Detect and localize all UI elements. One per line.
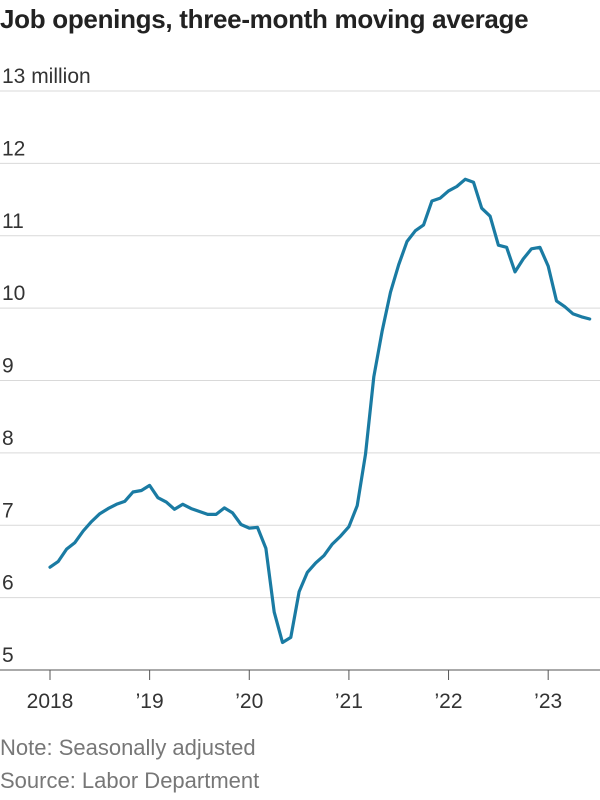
series-layer — [48, 177, 592, 645]
y-tick-label: 12 — [2, 137, 25, 160]
y-axis-ticks: 5 6 7 8 9 10 11 12 13 million — [2, 65, 91, 667]
note-text: Note: Seasonally adjusted — [0, 735, 256, 760]
y-tick-label: 5 — [2, 644, 14, 667]
x-tick-label: 2018 — [27, 690, 74, 713]
y-tick-label: 13 million — [2, 65, 91, 88]
x-tick-label: ’20 — [235, 690, 263, 713]
x-tick-label: ’22 — [435, 690, 463, 713]
y-tick-label: 11 — [2, 210, 24, 233]
y-tick-label: 7 — [2, 499, 14, 522]
y-tick-label: 9 — [2, 355, 14, 378]
y-tick-label: 6 — [2, 572, 14, 595]
x-tick-label: ’21 — [335, 690, 363, 713]
source-text: Source: Labor Department — [0, 768, 260, 793]
grid-lines — [0, 90, 600, 671]
x-tick-label: ’19 — [136, 690, 164, 713]
line-chart: 5 6 7 8 9 10 11 12 13 million 2018 ’19 ’20 ’21 ’22 ’2… — [0, 65, 600, 713]
x-axis-ticks: 2018 ’19 ’20 ’21 ’22 ’23 — [27, 670, 562, 713]
series-line — [48, 177, 592, 645]
x-tick-label: ’23 — [534, 690, 562, 713]
chart-title: Job openings, three-month moving average — [0, 4, 529, 34]
y-tick-label: 8 — [2, 427, 14, 450]
y-tick-label: 10 — [2, 282, 25, 305]
